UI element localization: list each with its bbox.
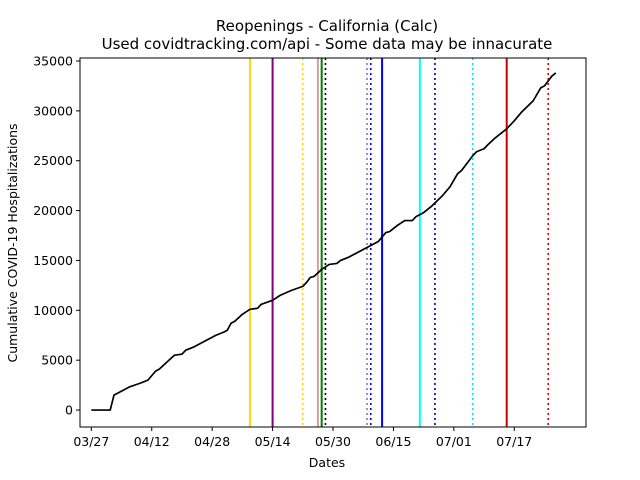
x-tick-label: 03/27 (73, 434, 109, 449)
chart-title: Reopenings - California (Calc) (216, 17, 438, 35)
x-tick-label: 07/01 (436, 434, 472, 449)
y-tick-label: 5000 (41, 353, 73, 368)
x-axis-label: Dates (309, 455, 345, 470)
x-tick-label: 07/17 (496, 434, 532, 449)
x-tick-label: 06/15 (375, 434, 411, 449)
y-tick-label: 15000 (33, 253, 73, 268)
y-tick-label: 25000 (33, 153, 73, 168)
plot-area: 03/27 04/12 04/28 05/14 05/30 06/15 07/01 07/17… (33, 53, 587, 449)
y-tick-label: 10000 (33, 303, 73, 318)
x-tick-label: 05/14 (255, 434, 291, 449)
chart-subtitle: Used covidtracking.com/api - Some data m… (102, 35, 553, 53)
y-axis-label: Cumulative COVID-19 Hospitalizations (5, 123, 20, 362)
x-tick-label: 05/30 (315, 434, 351, 449)
series-line-1 (91, 72, 557, 411)
y-tick-label: 0 (65, 403, 73, 418)
y-tick-label: 35000 (33, 53, 73, 68)
y-tick-label: 30000 (33, 103, 73, 118)
x-tick-label: 04/28 (194, 434, 230, 449)
x-tick-label: 04/12 (134, 434, 170, 449)
y-tick-label: 20000 (33, 203, 73, 218)
